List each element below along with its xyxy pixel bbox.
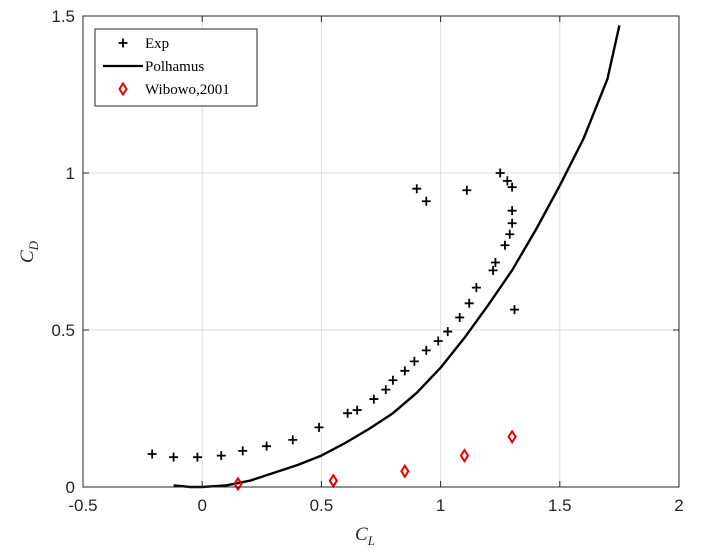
y-axis-label-sub: D	[26, 240, 41, 251]
data-point-plus	[443, 327, 453, 337]
x-tick-label: 1.5	[548, 496, 572, 515]
x-tick-label: 0	[197, 496, 206, 515]
axes-frame	[82, 15, 680, 488]
legend-diamond-marker-icon	[118, 81, 128, 97]
plot-area	[147, 25, 621, 492]
data-point-plus	[505, 229, 515, 239]
data-point-diamond	[400, 463, 410, 479]
y-tick-label: 1	[66, 164, 75, 183]
data-point-plus	[507, 206, 517, 216]
legend-label-exp: Exp	[145, 36, 169, 52]
series-exp	[147, 168, 520, 462]
legend-plus-marker-icon	[118, 38, 128, 48]
series-wibowo-2001	[233, 429, 517, 492]
data-point-plus	[288, 435, 298, 445]
y-tick-label: 1.5	[51, 7, 75, 26]
legend-item-polhamus: Polhamus	[103, 59, 204, 75]
data-point-plus	[409, 356, 419, 366]
data-point-plus	[510, 305, 520, 315]
data-point-plus	[369, 394, 379, 404]
data-point-plus	[421, 196, 431, 206]
data-point-plus	[400, 366, 410, 376]
x-axis-label-main: C	[355, 524, 368, 545]
data-point-plus	[381, 385, 391, 395]
data-point-plus	[507, 218, 517, 228]
legend-item-wibowo: Wibowo,2001	[118, 81, 230, 98]
data-point-plus	[169, 452, 179, 462]
data-point-plus	[343, 408, 353, 418]
data-point-plus	[462, 185, 472, 195]
data-point-plus	[455, 312, 465, 322]
legend-item-exp: Exp	[118, 36, 169, 52]
x-tick-label: 2	[674, 496, 683, 515]
data-point-plus	[471, 283, 481, 293]
data-point-plus	[216, 451, 226, 461]
axis-ticks: -0.5 0 0.5 1 1.5 200.511.5	[51, 7, 683, 515]
data-point-plus	[388, 375, 398, 385]
y-tick-label: 0	[66, 478, 75, 497]
x-axis-label-sub: L	[367, 533, 375, 548]
data-point-plus	[192, 452, 202, 462]
data-point-plus	[495, 168, 505, 178]
legend: Exp Polhamus Wibowo,2001	[94, 28, 258, 107]
data-point-diamond	[233, 476, 243, 492]
legend-label-wibowo: Wibowo,2001	[145, 82, 230, 98]
legend-label-polhamus: Polhamus	[145, 59, 204, 75]
data-point-plus	[507, 182, 517, 192]
data-point-plus	[238, 446, 248, 456]
x-tick-label: 1	[436, 496, 445, 515]
data-point-plus	[314, 422, 324, 432]
data-point-plus	[433, 336, 443, 346]
data-point-plus	[352, 405, 362, 415]
x-tick-label: 0.5	[310, 496, 334, 515]
data-point-plus	[421, 345, 431, 355]
data-point-plus	[488, 265, 498, 275]
data-point-plus	[500, 240, 510, 250]
x-axis-label: CL	[355, 524, 375, 548]
data-point-plus	[502, 176, 512, 186]
data-point-plus	[490, 257, 500, 267]
data-point-diamond	[507, 429, 517, 445]
data-point-diamond	[459, 448, 470, 463]
y-axis-label: CD	[17, 240, 41, 263]
data-point-plus	[147, 449, 157, 459]
data-point-plus	[412, 184, 422, 194]
data-point-plus	[262, 441, 272, 451]
data-point-diamond	[328, 473, 339, 489]
data-point-plus	[464, 298, 474, 308]
x-tick-label: -0.5	[68, 496, 97, 515]
y-axis-label-main: C	[17, 250, 38, 263]
y-tick-label: 0.5	[51, 321, 75, 340]
